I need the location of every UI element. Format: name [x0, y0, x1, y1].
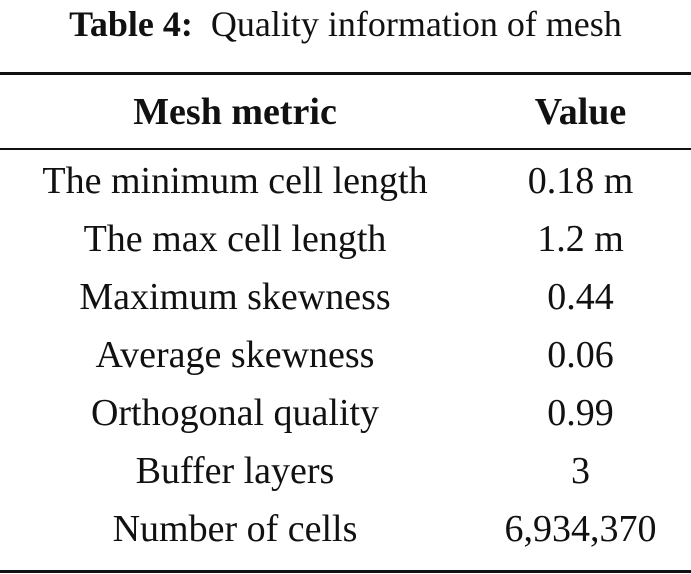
table-row: Number of cells 6,934,370 [0, 500, 691, 558]
value-cell: 0.44 [547, 276, 614, 318]
value-cell: 0.06 [547, 334, 614, 376]
table-caption-text: Quality information of mesh [210, 4, 622, 44]
mesh-quality-table: Mesh metric Value The minimum cell lengt… [0, 75, 691, 558]
table-row: Average skewness 0.06 [0, 326, 691, 384]
table-row: The max cell length 1.2 m [0, 210, 691, 268]
metric-cell: Number of cells [112, 508, 358, 550]
table-row: Maximum skewness 0.44 [0, 268, 691, 326]
table-bottom-rule [0, 570, 691, 573]
value-cell: 0.18 m [527, 160, 634, 202]
table-header-row: Mesh metric Value [0, 75, 691, 148]
table-row: The minimum cell length 0.18 m [0, 148, 691, 210]
table-header-rule [0, 148, 691, 150]
table-top-rule [0, 72, 691, 75]
value-cell: 3 [571, 450, 590, 492]
metric-cell: Buffer layers [135, 450, 335, 492]
value-cell: 6,934,370 [504, 508, 657, 550]
metric-cell: Orthogonal quality [90, 392, 380, 434]
value-cell: 1.2 m [537, 218, 624, 260]
table-row: Orthogonal quality 0.99 [0, 384, 691, 442]
metric-cell: Maximum skewness [79, 276, 391, 318]
table-row: Buffer layers 3 [0, 442, 691, 500]
metric-cell: The minimum cell length [42, 160, 428, 202]
metric-cell: Average skewness [95, 334, 375, 376]
column-header-value: Value [534, 90, 627, 133]
column-header-metric: Mesh metric [133, 90, 337, 133]
table-caption: Table 4: Quality information of mesh [0, 4, 691, 44]
table-caption-label: Table 4: [69, 4, 193, 44]
value-cell: 0.99 [547, 392, 614, 434]
metric-cell: The max cell length [83, 218, 387, 260]
